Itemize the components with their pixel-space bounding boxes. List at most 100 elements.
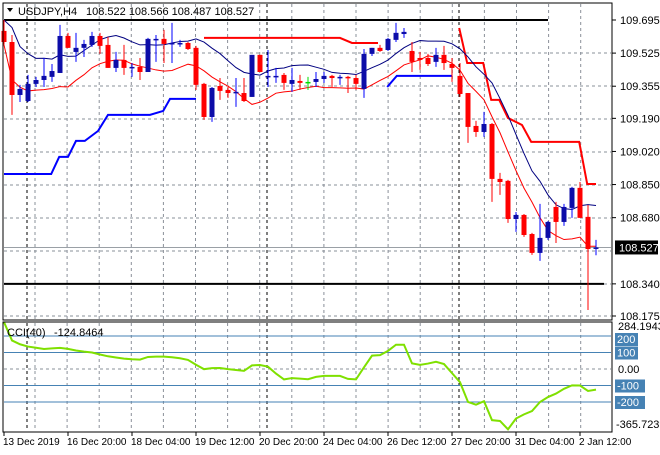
candle-body — [529, 234, 535, 253]
candle-body — [505, 180, 511, 220]
candle-body — [33, 79, 39, 84]
cci-max-label: 284.1943 — [618, 321, 660, 333]
candle-body — [281, 74, 287, 83]
candle — [377, 44, 383, 52]
candle — [401, 27, 407, 38]
candle — [233, 78, 239, 107]
cci-level-box — [615, 346, 638, 360]
candle-body — [265, 75, 271, 78]
current-price-box — [615, 240, 658, 255]
candle — [193, 45, 199, 90]
candle-body — [513, 214, 519, 220]
candle-body — [497, 178, 503, 183]
candle — [249, 54, 255, 97]
upper-moving-average-line — [3, 19, 597, 211]
candle — [169, 22, 175, 64]
candle-body — [545, 221, 551, 238]
cci-level-box — [615, 333, 638, 346]
time-tick-label: 24 Dec 04:00 — [323, 437, 383, 448]
cci-level-label: -100 — [617, 381, 639, 393]
candle — [353, 74, 359, 90]
candle — [321, 71, 327, 83]
cci-grid — [4, 323, 611, 431]
candle — [161, 29, 167, 64]
candle-body — [81, 43, 87, 48]
upper-step-line — [204, 36, 378, 44]
price-tick-label: 109.355 — [620, 81, 660, 93]
candle — [425, 53, 431, 66]
candle-body — [337, 76, 343, 79]
candle — [385, 37, 391, 51]
candle-body — [209, 87, 215, 117]
candle — [465, 93, 471, 143]
cci-axis: 284.1943 0.00 -365.7239 200 100 -100 -200 — [615, 321, 660, 431]
lower-step-line — [386, 74, 452, 88]
candle — [65, 32, 71, 48]
cci-level-label: 200 — [617, 334, 635, 346]
price-tick-label: 108.175 — [620, 311, 660, 323]
candle — [225, 86, 231, 98]
candle-body — [185, 42, 191, 50]
candle-body — [321, 75, 327, 80]
time-tick-label: 20 Dec 20:00 — [259, 437, 319, 448]
current-price-label: 108.527 — [619, 242, 659, 254]
candle — [561, 203, 567, 226]
candle-body — [169, 42, 175, 45]
candle — [201, 82, 207, 120]
candle — [417, 51, 423, 70]
candle — [521, 213, 527, 237]
candle — [153, 34, 159, 62]
candle-body — [161, 38, 167, 44]
candle-body — [393, 32, 399, 40]
candle-body — [241, 93, 247, 102]
cci-value: -124.8464 — [54, 327, 104, 339]
cci-level-box — [615, 379, 645, 393]
candle — [265, 49, 271, 87]
candle-body — [193, 47, 199, 85]
price-tick-label: 109.020 — [620, 146, 660, 158]
candle — [545, 220, 551, 240]
time-tick-label: 2 Jan 12:00 — [579, 437, 632, 448]
step-lines — [4, 27, 596, 185]
candle-body — [177, 42, 183, 45]
candle-body — [457, 75, 463, 94]
candle-body — [65, 35, 71, 48]
candle-body — [369, 47, 375, 54]
candle-body — [105, 44, 111, 68]
price-tick-label: 108.340 — [620, 279, 660, 291]
candle — [329, 74, 335, 87]
price-axis: 109.695 109.525 109.355 109.190 109.020 108.8… — [612, 15, 660, 323]
candle — [49, 64, 55, 82]
candle — [185, 42, 191, 50]
candle-body — [585, 216, 591, 250]
candle — [305, 76, 311, 90]
candle-body — [553, 206, 559, 222]
candle-body — [417, 57, 423, 60]
candle-body — [489, 123, 495, 179]
candle-body — [409, 50, 415, 62]
candle — [497, 172, 503, 195]
candle — [577, 182, 583, 218]
candle-body — [17, 88, 23, 95]
horizontal-lines[interactable] — [4, 19, 611, 285]
candle-body — [433, 54, 439, 62]
candle-body — [121, 59, 127, 68]
candle-body — [353, 78, 359, 84]
lower-step-line — [4, 97, 196, 176]
candle — [369, 47, 375, 57]
candle — [449, 57, 455, 82]
price-tick-label: 109.695 — [620, 15, 660, 27]
time-tick-label: 18 Dec 04:00 — [131, 437, 191, 448]
candle-body — [521, 214, 527, 235]
candle — [537, 203, 543, 261]
cci-level-box — [615, 396, 645, 409]
candle — [361, 49, 367, 98]
triangle-down-icon[interactable] — [7, 8, 13, 12]
candle-body — [73, 47, 79, 52]
candle — [145, 37, 151, 72]
candle-body — [569, 187, 575, 208]
candle — [297, 74, 303, 90]
time-tick-label: 27 Dec 20:00 — [451, 437, 511, 448]
candle-body — [561, 206, 567, 222]
